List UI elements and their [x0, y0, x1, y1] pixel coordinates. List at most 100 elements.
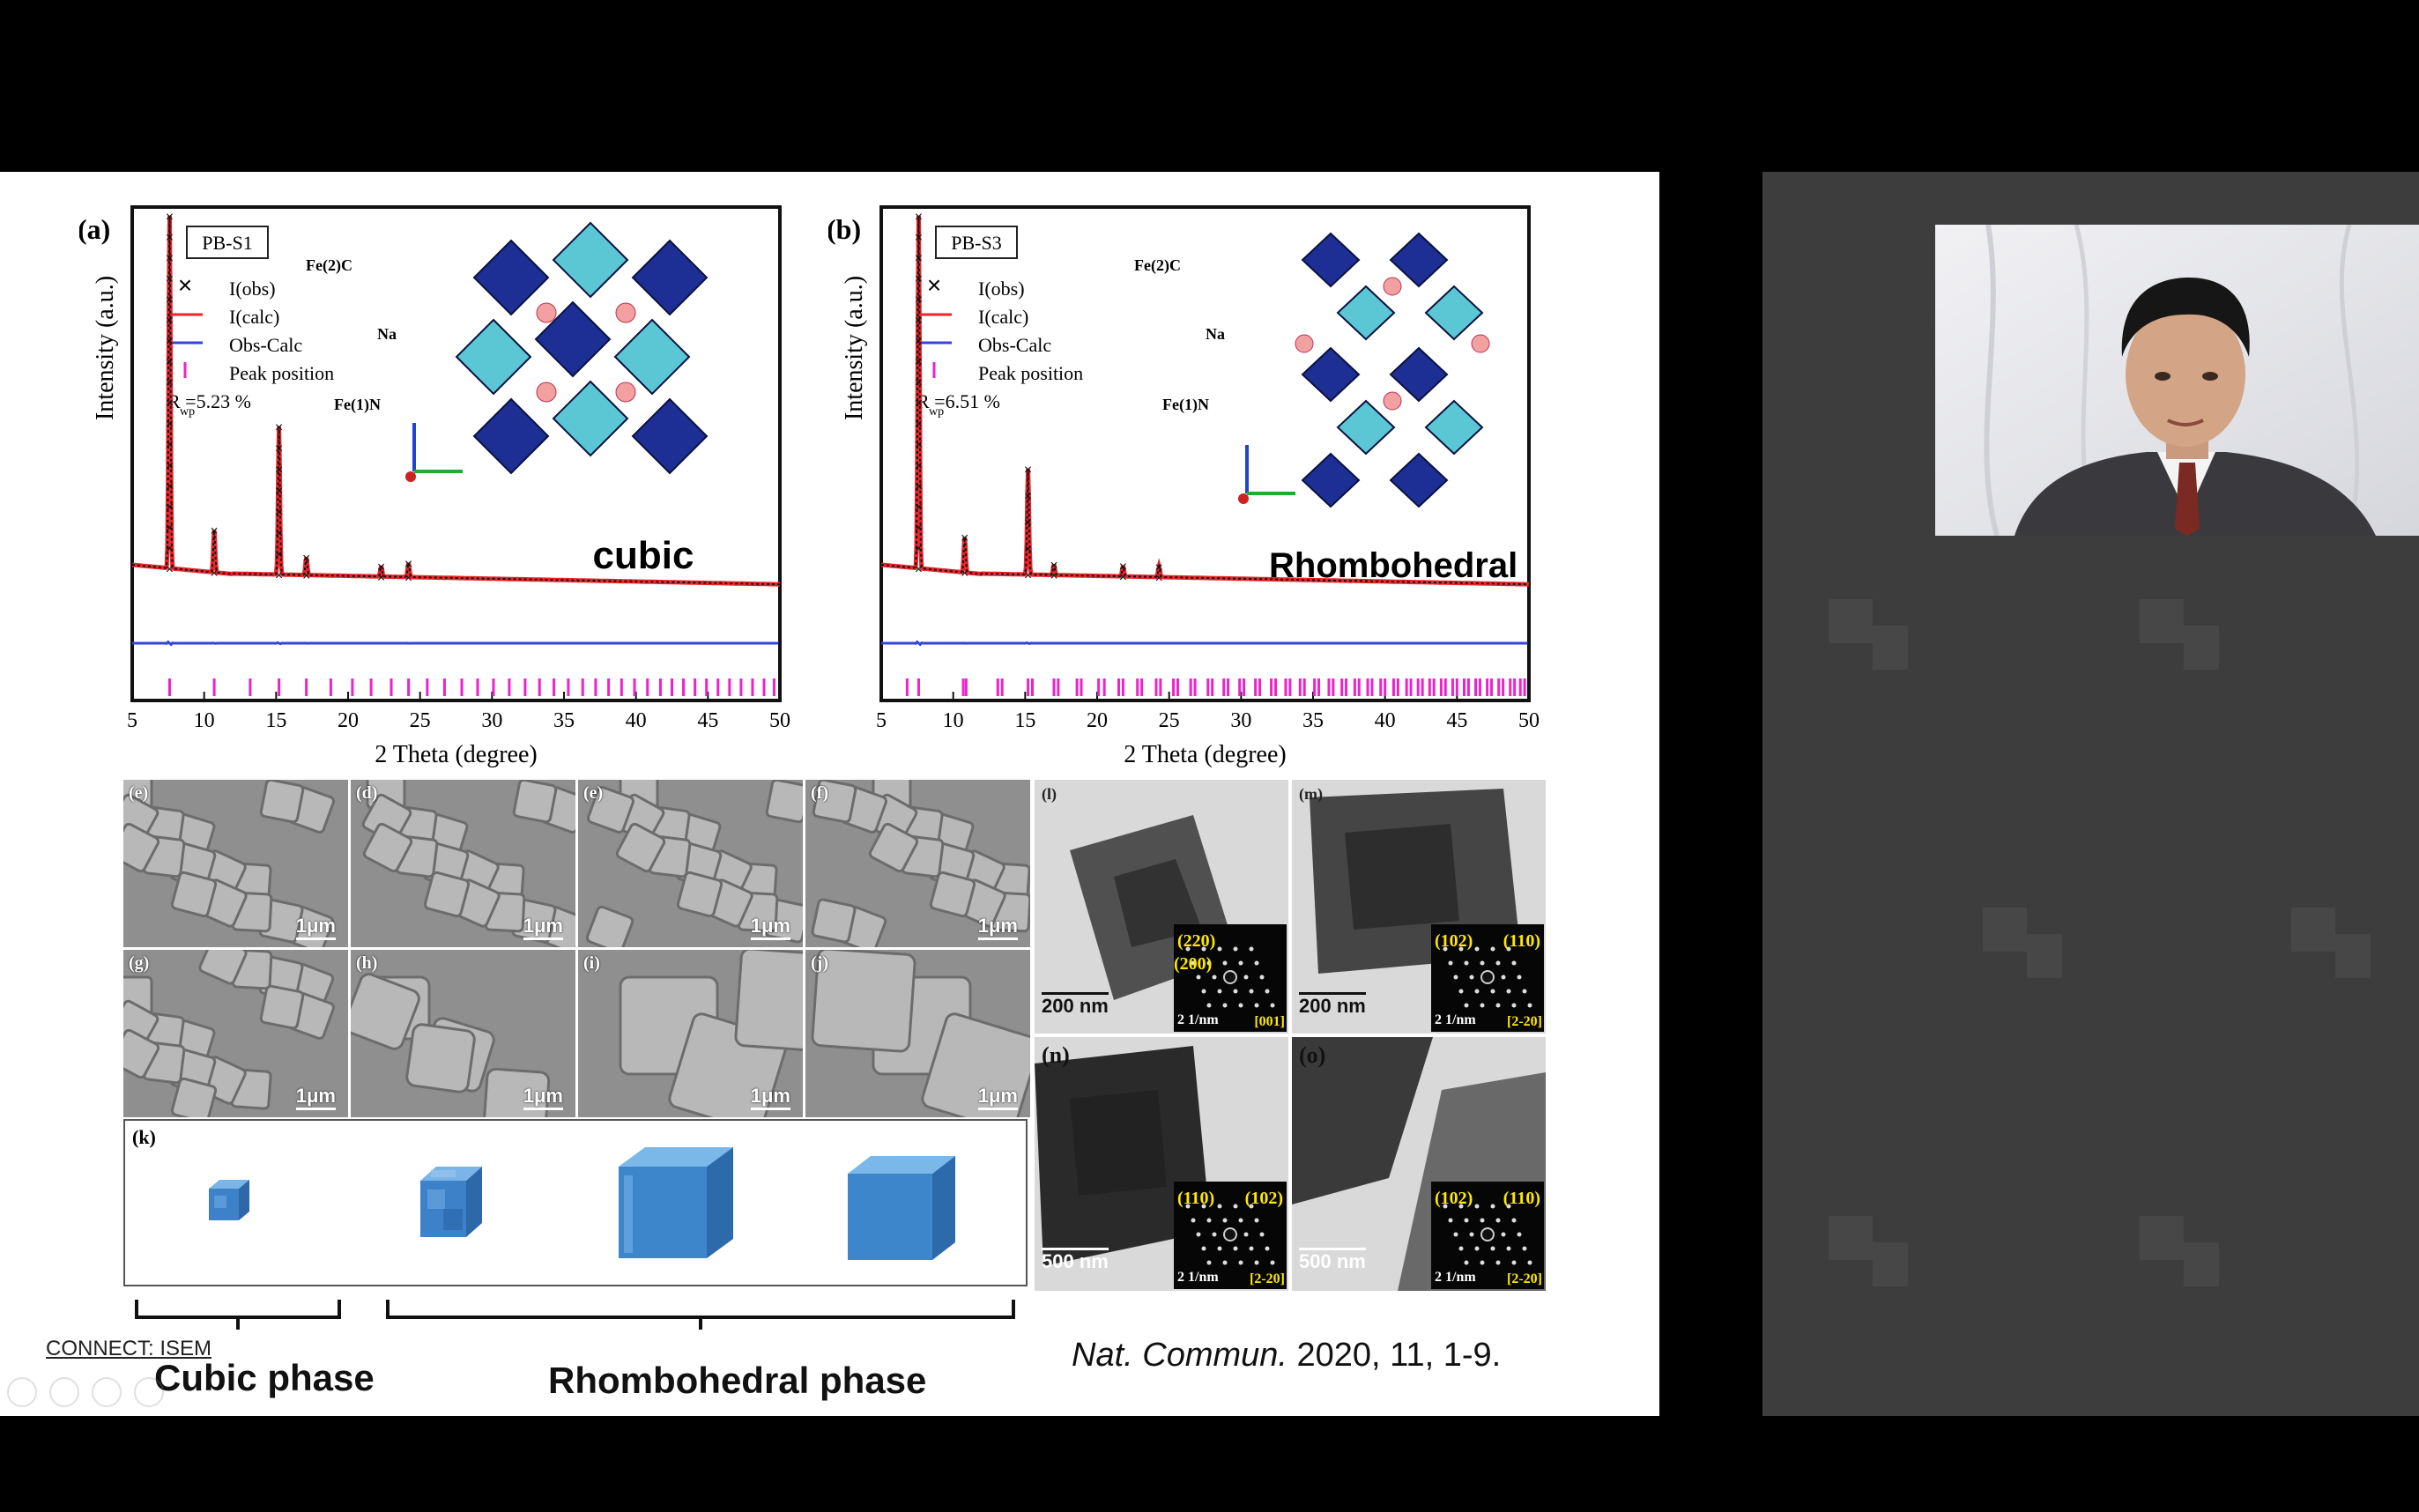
x-tick-label: 10: [194, 709, 215, 732]
tem-scale-bar: 500 nm: [1042, 1248, 1109, 1273]
rwp-subscript: wp: [180, 405, 195, 419]
obs-marker: ×: [275, 547, 283, 562]
sem-texture: [805, 780, 1030, 947]
obs-marker: ×: [166, 479, 174, 494]
x-axis-label: 2 Theta (degree): [375, 741, 538, 768]
rhombohedral-phase-label: Rhombohedral phase: [548, 1360, 927, 1401]
obs-marker: ×: [210, 524, 218, 539]
x-tick-label: 35: [1302, 709, 1324, 732]
x-tick-label: 15: [1014, 709, 1035, 732]
x-tick-label: 40: [1375, 709, 1396, 732]
octahedron: [472, 239, 550, 316]
obs-marker: ×: [915, 562, 923, 577]
x-tick-label: 50: [1518, 709, 1540, 732]
na-atom: [1383, 391, 1402, 411]
sample-box: [186, 226, 269, 259]
presentation-slide: 5 10 15 20 25 30 35 40 45 50 2 Theta (degree) Inten…: [0, 172, 1659, 1416]
saed-zone-axis: [2-20]: [1507, 1014, 1542, 1029]
diff-curve: [132, 640, 779, 647]
speaker-video[interactable]: [1935, 225, 2419, 536]
saed-inset: (220) (200) [001] 2 1/nm: [1174, 924, 1287, 1032]
tem-panel-label: (m): [1299, 785, 1323, 803]
octahedron: [631, 397, 709, 475]
panel-pattern: [1829, 599, 2371, 1286]
saed-inset: (102) (110) [2-20] 2 1/nm: [1431, 924, 1544, 1032]
slide-controls[interactable]: [7, 1377, 183, 1407]
next-slide-icon[interactable]: [49, 1377, 79, 1407]
saed-index-1: (102): [1435, 931, 1473, 951]
octahedron: [1389, 232, 1449, 288]
cubic-bracket: [135, 1300, 341, 1330]
obs-marker: ×: [404, 557, 412, 572]
cube-model-panel: (k): [123, 1119, 1028, 1286]
sem-image: (e) 1μm: [123, 780, 348, 947]
obs-marker: ×: [1024, 489, 1032, 504]
x-tick-label: 20: [1087, 709, 1108, 732]
tem-image: (o) 500 nm (102) (110) [2-20] 2 1/nm: [1292, 1037, 1546, 1291]
saed-index-2: (110): [1503, 931, 1540, 951]
na-atom: [615, 382, 636, 403]
legend-entry: Obs-Calc: [978, 334, 1051, 356]
diff-curve: [881, 640, 1528, 647]
sem-image: (d) 1μm: [351, 780, 575, 947]
saed-zone-axis: [001]: [1254, 1014, 1285, 1029]
crystal-structure: [455, 221, 709, 475]
x-axis-label: 2 Theta (degree): [1124, 741, 1287, 768]
legend-entry: I(calc): [229, 306, 279, 328]
legend-entry: I(calc): [978, 306, 1028, 328]
rwp-label: R =6.51 %: [916, 390, 1000, 412]
obs-marker: ×: [915, 334, 923, 349]
octahedron: [472, 397, 550, 475]
obs-marker: ×: [915, 251, 923, 266]
obs-marker: ×: [377, 560, 385, 574]
menu-icon[interactable]: [134, 1377, 164, 1407]
saed-index-2: (200): [1174, 954, 1213, 974]
saed-index-2: (102): [1244, 1189, 1283, 1208]
sample-label: PB-S1: [202, 232, 252, 254]
prev-slide-icon[interactable]: [7, 1377, 37, 1407]
sem-panel-label: (g): [129, 953, 150, 973]
x-tick-label: 25: [1159, 709, 1180, 732]
xrd-plot-b: 5 10 15 20 25 30 35 40 45 50 2 Theta (degree) Inten…: [827, 205, 1540, 768]
obs-marker: ×: [1024, 568, 1032, 583]
y-axis-label: Intensity (a.u.): [92, 276, 119, 420]
sem-scale-bar: 1μm: [750, 1085, 790, 1110]
citation: Nat. Commun. 2020, 11, 1-9.: [1072, 1337, 1501, 1375]
obs-marker: ×: [1024, 515, 1032, 530]
saed-index-1: (110): [1177, 1189, 1215, 1208]
x-tick-label: 30: [481, 709, 502, 732]
legend-entry: Obs-Calc: [229, 334, 302, 356]
saed-pattern: [1174, 924, 1287, 1032]
obs-marker: ×: [166, 210, 174, 225]
octahedron: [1389, 452, 1449, 508]
sem-grid: (e) 1μm (d) 1μm (e) 1μm (f) 1μm (g) 1μm (h) 1μm (i) 1…: [123, 780, 1031, 1291]
obs-marker: ×: [1155, 571, 1163, 586]
obs-marker: ×: [404, 571, 412, 586]
speaker-hair: [2121, 278, 2250, 357]
sem-scale-bar: 1μm: [295, 1085, 336, 1110]
obs-marker: ×: [166, 541, 174, 556]
sem-panel-label: (i): [583, 953, 600, 973]
octahedron: [1336, 285, 1396, 341]
tem-panel-label: (l): [1042, 785, 1057, 803]
obs-marker: ×: [166, 375, 174, 390]
obs-marker: ×: [166, 293, 174, 308]
sem-image: (e) 1μm: [578, 780, 803, 947]
obs-marker: ×: [1050, 569, 1057, 584]
sem-panel-label: (d): [356, 783, 378, 803]
obs-marker: ×: [915, 479, 923, 494]
obs-marker: ×: [166, 230, 174, 245]
pen-icon[interactable]: [92, 1377, 122, 1407]
octahedron: [1424, 285, 1484, 341]
obs-curve: [131, 215, 781, 586]
x-tick-label: 40: [626, 709, 647, 732]
sem-texture: [351, 950, 575, 1117]
tie: [2175, 463, 2200, 536]
struct-label-fe2: Fe(2)C: [306, 256, 352, 275]
sem-scale-bar: 1μm: [977, 915, 1018, 940]
tem-image: (l) 200 nm (220) (200) [001] 2 1/nm: [1035, 780, 1288, 1034]
x-tick-label: 20: [338, 709, 359, 732]
sem-panel-label: (h): [356, 953, 378, 973]
sem-texture: [578, 780, 803, 947]
octahedron: [534, 300, 612, 378]
